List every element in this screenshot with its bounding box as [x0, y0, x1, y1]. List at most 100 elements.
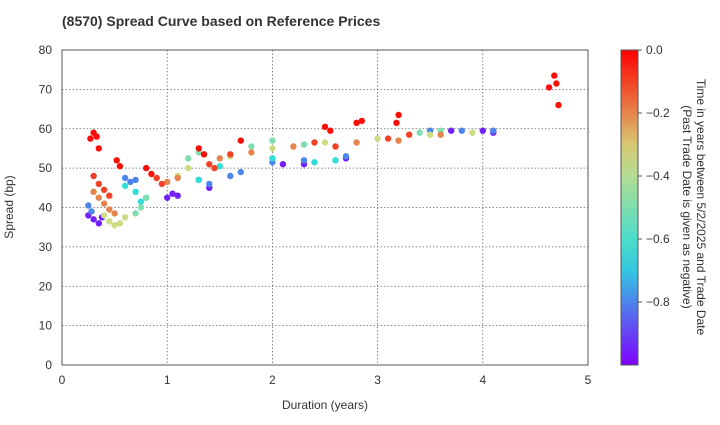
scatter-point: [332, 143, 339, 150]
scatter-point: [300, 157, 308, 164]
scatter-point: [427, 131, 434, 138]
colorbar-tick-label: −0.4: [646, 169, 670, 183]
scatter-point: [164, 178, 171, 186]
scatter-point: [321, 139, 329, 146]
colorbar: [620, 49, 639, 366]
y-tick-label: 30: [39, 240, 53, 254]
colorbar-ticks: 0.0 −0.2 −0.4 −0.6 −0.8: [638, 43, 670, 309]
scatter-point: [311, 139, 318, 146]
scatter-point: [469, 129, 476, 136]
scatter-point: [132, 210, 139, 217]
scatter-point: [290, 143, 297, 150]
scatter-point: [311, 159, 318, 166]
scatter-point: [227, 172, 234, 180]
scatter-point: [206, 180, 213, 188]
scatter-point: [269, 145, 276, 152]
x-tick-label: 0: [59, 373, 66, 387]
scatter-point: [158, 180, 166, 188]
scatter-point: [248, 149, 255, 156]
scatter-point: [358, 117, 365, 125]
scatter-point: [416, 129, 423, 136]
y-tick-label: 60: [39, 122, 53, 136]
scatter-point: [95, 145, 103, 152]
scatter-point: [169, 190, 176, 197]
y-axis-label: Spread (bp): [2, 175, 16, 238]
y-tick-label: 10: [39, 319, 53, 333]
scatter-point: [85, 202, 92, 209]
scatter-point: [216, 163, 223, 170]
colorbar-tick-label: −0.8: [646, 295, 670, 309]
scatter-point: [106, 192, 113, 199]
scatter-point: [121, 174, 129, 182]
scatter-point: [395, 111, 402, 119]
x-axis-ticks: 0 1 2 3 4 5: [59, 373, 592, 387]
scatter-point: [279, 161, 287, 168]
scatter-point: [143, 194, 150, 201]
colorbar-tick-label: −0.2: [646, 106, 670, 120]
scatter-point: [137, 204, 145, 211]
scatter-point: [137, 198, 145, 205]
scatter-point: [353, 139, 360, 146]
scatter-point: [95, 180, 103, 188]
scatter-point: [90, 188, 97, 195]
scatter-point: [87, 135, 94, 142]
scatter-point: [121, 214, 129, 221]
y-tick-label: 20: [39, 279, 53, 293]
plot-frame: [61, 49, 589, 366]
scatter-point: [458, 127, 465, 134]
scatter-point: [143, 164, 150, 172]
y-tick-label: 70: [39, 82, 53, 96]
scatter-point: [121, 182, 129, 189]
scatter-points: [85, 72, 562, 229]
scatter-point: [113, 157, 120, 164]
colorbar-tick-label: −0.6: [646, 232, 670, 246]
scatter-point: [237, 168, 244, 176]
scatter-point: [195, 145, 202, 152]
scatter-point: [111, 210, 118, 217]
scatter-point: [248, 143, 255, 150]
x-tick-label: 4: [479, 373, 486, 387]
scatter-point: [116, 163, 124, 170]
scatter-point: [106, 206, 113, 213]
scatter-point: [100, 212, 108, 219]
scatter-point: [95, 220, 103, 227]
scatter-point: [127, 178, 134, 186]
scatter-point: [206, 161, 213, 168]
scatter-point: [211, 164, 218, 172]
scatter-point: [374, 135, 381, 142]
scatter-point: [164, 194, 171, 201]
x-axis-label: Duration (years): [282, 398, 368, 412]
colorbar-tick-label: 0.0: [646, 43, 663, 57]
scatter-point: [545, 84, 553, 91]
scatter-point: [342, 153, 350, 160]
scatter-point: [237, 137, 244, 144]
scatter-point: [395, 137, 402, 144]
scatter-point: [353, 119, 360, 127]
colorbar-label-line-2: (Past Trade Date is given as negative): [680, 105, 694, 308]
scatter-point: [148, 170, 155, 178]
scatter-point: [490, 127, 497, 134]
scatter-point: [555, 101, 562, 109]
scatter-point: [195, 176, 202, 184]
scatter-point: [227, 151, 234, 158]
scatter-point: [448, 127, 455, 134]
scatter-point: [174, 174, 181, 182]
scatter-point: [269, 137, 276, 144]
scatter-point: [90, 216, 97, 223]
scatter-point: [153, 174, 160, 182]
colorbar-label-line-1: Time in years between 5/2/2025 and Trade…: [694, 79, 708, 336]
scatter-point: [553, 80, 560, 87]
scatter-point: [174, 192, 181, 199]
scatter-point: [116, 220, 124, 227]
chart-title: (8570) Spread Curve based on Reference P…: [62, 13, 380, 29]
scatter-point: [200, 151, 208, 158]
scatter-point: [185, 164, 192, 172]
scatter-point: [88, 208, 95, 215]
scatter-point: [100, 200, 108, 207]
scatter-point: [327, 127, 334, 134]
scatter-point: [185, 155, 192, 162]
scatter-point: [321, 123, 329, 130]
scatter-point: [332, 157, 339, 164]
